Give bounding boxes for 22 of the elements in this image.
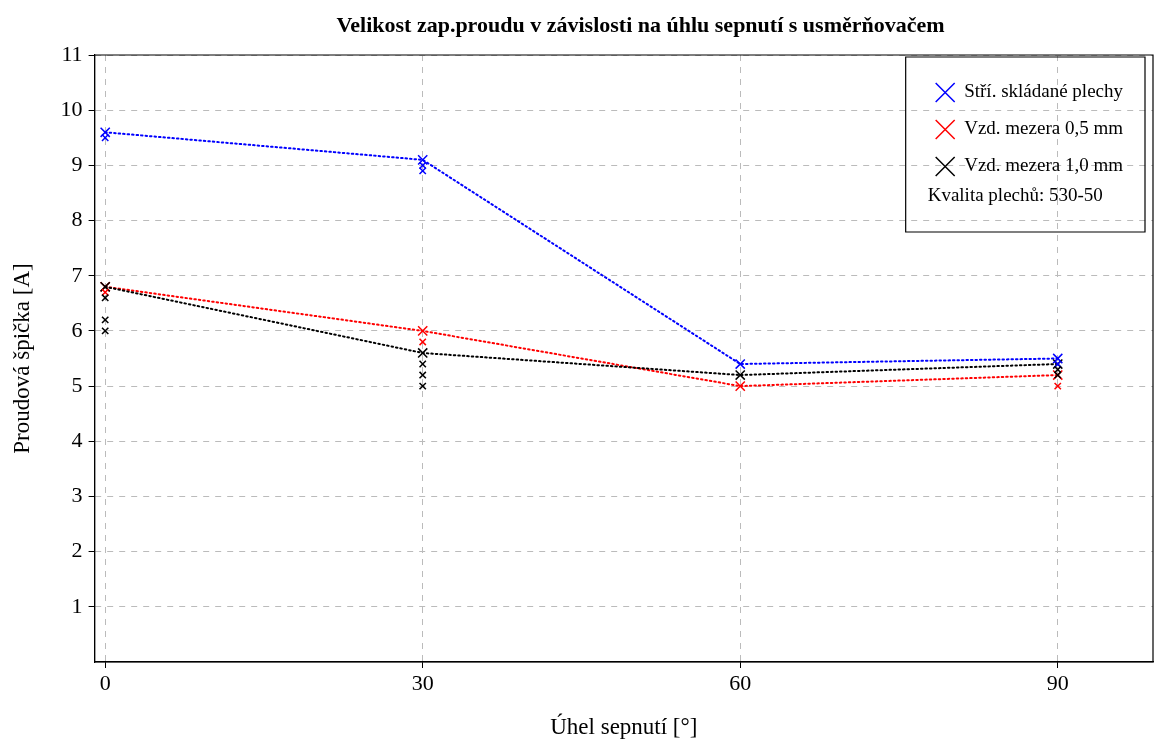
x-axis-title: Úhel sepnutí [°] (550, 713, 698, 740)
y-tick-label: 3 (71, 482, 83, 508)
chart-title: Velikost zap.proudu v závislosti na úhlu sepnutí s usměrňovačem (335, 12, 946, 38)
y-tick-label: 10 (60, 95, 83, 121)
x-tick-label: 90 (1046, 669, 1069, 695)
legend-label: Stří. skládané plechy (964, 80, 1124, 102)
y-tick-label: 11 (61, 40, 83, 66)
y-tick-label: 6 (71, 316, 83, 342)
x-tick-label: 60 (729, 669, 752, 695)
y-tick-label: 5 (71, 371, 83, 397)
y-tick-label: 1 (71, 592, 83, 618)
y-tick-label: 7 (71, 261, 83, 287)
y-tick-label: 2 (71, 537, 83, 563)
annotation: Kvalita plechů: 530-50 (927, 183, 1103, 205)
y-tick-label: 4 (71, 427, 83, 453)
y-axis-title: Proudová špička [A] (8, 263, 34, 454)
y-tick-label: 8 (71, 206, 83, 232)
x-tick-label: 30 (411, 669, 434, 695)
legend-label: Vzd. mezera 0,5 mm (964, 117, 1124, 139)
x-tick-label: 0 (99, 669, 111, 695)
legend-label: Vzd. mezera 1,0 mm (964, 154, 1124, 176)
y-tick-label: 9 (71, 151, 83, 177)
